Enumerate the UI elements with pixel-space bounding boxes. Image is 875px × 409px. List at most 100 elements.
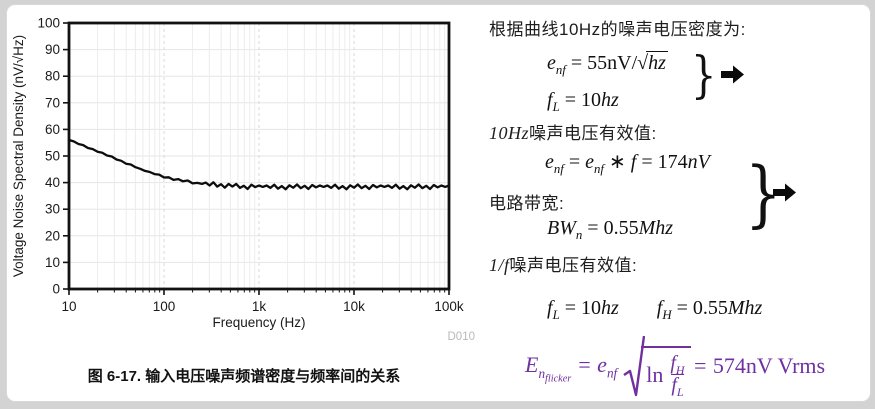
eq-bw-unit: Mhz <box>638 217 674 239</box>
var-enf-sub: nf <box>606 365 618 381</box>
var-enf2: e <box>585 151 595 173</box>
big-sqrt-expression: ln fH fL <box>623 333 691 400</box>
heading-flicker: 1/f噪声电压有效值: <box>489 251 637 276</box>
equals: = <box>571 352 598 378</box>
eq-fl-unit: hz <box>600 89 619 111</box>
x-axis-title: Frequency (Hz) <box>212 315 305 330</box>
sub-n: n <box>538 365 546 381</box>
sub-flicker: flicker <box>545 373 572 385</box>
watermark: D010 <box>448 331 476 343</box>
plot-frame <box>67 21 451 291</box>
figure-caption-label: 图 6-17. <box>87 368 142 385</box>
var-fl-sub: L <box>552 308 560 322</box>
fl-value: = 10 <box>559 297 601 319</box>
ln-operator: ln <box>646 361 664 387</box>
fraction-denominator: fL <box>671 374 684 400</box>
var-E: E <box>525 352 539 378</box>
svg-text:70: 70 <box>45 95 60 110</box>
heading-rms10-math: 10Hz <box>489 123 530 143</box>
radicand: ln fH fL <box>641 345 691 400</box>
fh-value: = 0.55 <box>671 297 728 319</box>
eq-low-frequency: fL = 10hz <box>547 89 619 114</box>
noise-curve <box>67 138 451 191</box>
var-fh-sub: H <box>662 308 672 322</box>
fraction-numerator: fH <box>670 351 685 377</box>
figure-card: 0 10 20 30 40 50 60 70 80 90 100 10 100 1k 10k 100k Vol… <box>6 4 871 402</box>
chart-ticks <box>63 22 450 295</box>
svg-text:1k: 1k <box>252 299 267 314</box>
eq-flicker-noise: Enflicker = enf ln fH fL = 574nV Vrms <box>525 333 825 399</box>
heading-flicker-text: 噪声电压有效值: <box>509 256 638 275</box>
var-f: f <box>630 151 637 173</box>
var-enf-sub: nf <box>553 162 564 176</box>
sub-H: H <box>675 362 685 377</box>
svg-text:10: 10 <box>45 255 60 270</box>
var-bw: BW <box>547 217 576 239</box>
figure-caption-text: 输入电压噪声频谱密度与频率间的关系 <box>141 368 401 385</box>
var-enf2-sub: nf <box>594 162 604 176</box>
fh-unit: Mhz <box>727 297 763 319</box>
var-fh: f <box>656 297 663 319</box>
svg-text:90: 90 <box>45 42 60 57</box>
eq-density-value: = 55nV/ <box>565 52 638 74</box>
radicand: hz <box>646 51 668 74</box>
fraction-fh-fl: fH fL <box>670 351 685 400</box>
eq-rms-value: = 174 <box>636 151 688 173</box>
eq-bw-value: = 0.55 <box>582 217 639 239</box>
radical-icon: √ <box>637 52 649 74</box>
svg-text:100: 100 <box>37 16 60 31</box>
heading-rms10: 10Hz噪声电压有效值: <box>489 119 657 144</box>
var-E-sub: nflicker <box>538 365 571 384</box>
eq-rms-unit: nV <box>687 151 710 173</box>
var-fl: f <box>547 89 553 111</box>
flicker-result: 574nV Vrms <box>712 353 826 378</box>
sub-L: L <box>676 385 684 400</box>
sqrt-expression: √hz <box>637 51 668 75</box>
svg-text:40: 40 <box>45 175 60 190</box>
svg-text:100k: 100k <box>434 299 464 314</box>
multiply-operator: ∗ <box>604 151 631 173</box>
eq-noise-density: enf = 55nV/√hz <box>547 51 668 77</box>
var-fl-sub: L <box>552 100 560 114</box>
equals: = <box>692 353 713 378</box>
var-enf: e <box>545 151 554 173</box>
eq-fl-value: = 10 <box>559 89 601 111</box>
heading-bandwidth: 电路带宽: <box>489 194 565 213</box>
svg-text:10k: 10k <box>343 299 365 314</box>
y-axis-title: Voltage Noise Spectral Density (nV/√Hz) <box>11 35 26 277</box>
svg-text:80: 80 <box>45 69 60 84</box>
heading-flicker-math: 1/f <box>489 255 510 275</box>
arrow-right-icon <box>721 65 744 84</box>
svg-text:50: 50 <box>45 149 60 164</box>
var-f: f <box>671 374 677 397</box>
eq-rms-voltage: enf = enf ∗ f = 174nV <box>545 149 710 176</box>
svg-text:100: 100 <box>153 299 176 314</box>
var-enf: e <box>547 52 556 74</box>
heading-rms10-text: 噪声电压有效值: <box>529 124 657 143</box>
equals: = <box>563 151 586 173</box>
flicker-lhs: Enflicker = enf <box>525 352 618 384</box>
flicker-rhs: = 574nV Vrms <box>693 353 826 379</box>
formula-panel: 根据曲线10Hz的噪声电压密度为: enf = 55nV/√hz fL = 10… <box>479 7 871 399</box>
chart-gridlines <box>69 23 449 289</box>
radical-icon <box>623 335 646 397</box>
var-bw-sub: n <box>575 228 583 242</box>
var-f: f <box>670 351 676 374</box>
fl-unit: hz <box>600 297 619 319</box>
arrow-right-icon <box>773 183 796 202</box>
var-fl: f <box>547 297 553 319</box>
var-enf: e <box>597 352 607 378</box>
eq-bandwidth: BWn = 0.55Mhz <box>547 217 674 242</box>
svg-text:60: 60 <box>45 122 60 137</box>
svg-text:30: 30 <box>45 202 60 217</box>
svg-text:20: 20 <box>45 228 60 243</box>
var-enf-sub: nf <box>555 63 566 77</box>
svg-text:10: 10 <box>61 299 76 314</box>
figure-caption: 图 6-17. 输入电压噪声频谱密度与频率间的关系 <box>9 365 479 386</box>
grouping-brace-top: } <box>691 46 717 104</box>
svg-text:0: 0 <box>52 282 60 297</box>
eq-corner-frequencies: fL = 10hz fH = 0.55Mhz <box>547 297 763 322</box>
